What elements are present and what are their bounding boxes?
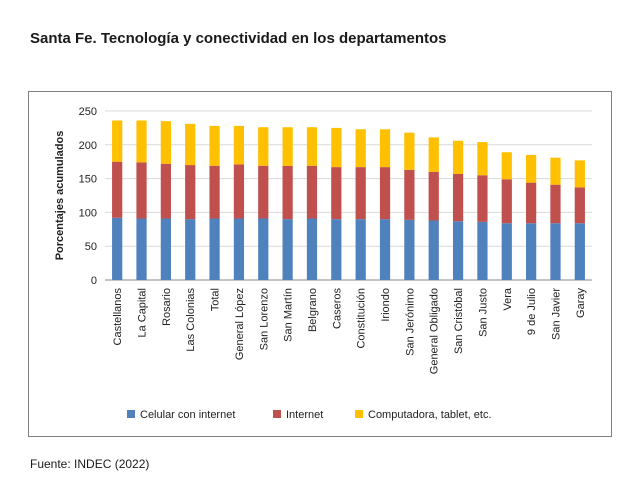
y-tick-label: 200 (79, 140, 97, 152)
bar-celular (501, 223, 512, 280)
bar-computadora (209, 125, 220, 166)
bar-computadora (404, 132, 415, 170)
y-axis-title: Porcentajes acumulados (54, 131, 66, 261)
bar-computadora (574, 160, 585, 188)
x-category-label: General López (234, 288, 246, 360)
bar-celular (185, 219, 196, 280)
bar-computadora (526, 154, 537, 183)
bar-computadora (185, 123, 196, 166)
bar-celular (526, 223, 537, 280)
page-title: Santa Fe. Tecnología y conectividad en l… (30, 30, 447, 47)
legend-label: Internet (286, 409, 323, 421)
x-category-label: La Capital (137, 288, 149, 338)
bar-celular (379, 219, 391, 280)
y-tick-label: 0 (91, 275, 97, 287)
y-tick-label: 150 (79, 174, 97, 186)
bar-celular (355, 219, 366, 280)
x-category-label: Rosario (161, 288, 173, 326)
bar-computadora (501, 152, 512, 180)
bar-internet (112, 161, 123, 218)
legend-swatch (273, 410, 281, 418)
bar-internet (550, 184, 561, 224)
bar-computadora (331, 127, 342, 168)
chart-frame: 0 50 100 150 200 250 Porcentajes acumulados Cas… (28, 91, 612, 437)
x-category-label: Castellanos (112, 288, 124, 346)
legend-swatch (127, 410, 135, 418)
bar-internet (258, 165, 269, 219)
source-note: Fuente: INDEC (2022) (30, 457, 150, 471)
y-tick-label: 250 (79, 106, 97, 118)
y-tick-label: 100 (79, 207, 97, 219)
bar-internet (574, 187, 585, 224)
x-category-label: Belgrano (307, 288, 319, 332)
bar-internet (501, 179, 512, 224)
bar-computadora (258, 127, 269, 166)
bar-internet (282, 165, 293, 220)
bar-celular (258, 218, 269, 280)
x-category-label: General Obligado (429, 288, 441, 374)
bar-celular (428, 220, 439, 280)
bar-internet (136, 162, 147, 219)
stacked-bar-chart: 0 50 100 150 200 250 Porcentajes acumulados Cas… (54, 106, 592, 421)
x-category-label: Total (210, 288, 222, 311)
x-category-label: San Justo (477, 288, 489, 337)
bar-celular (112, 217, 123, 280)
bar-celular (550, 223, 561, 280)
bar-celular (574, 223, 585, 280)
x-category-label: Caseros (331, 288, 343, 329)
bar-internet (404, 169, 415, 220)
x-category-label: San Javier (550, 288, 562, 340)
bar-internet (233, 164, 245, 219)
bar-computadora (136, 120, 147, 163)
bar-internet (477, 175, 488, 222)
bar-celular (136, 218, 147, 280)
bar-computadora (379, 129, 391, 168)
x-category-label: San Jerónimo (404, 288, 416, 356)
bar-computadora (428, 137, 439, 172)
bar-computadora (452, 140, 464, 174)
bar-internet (452, 173, 464, 222)
x-category-label: Las Colonias (185, 288, 197, 352)
x-category-label: San Lorenzo (258, 288, 270, 350)
bar-internet (160, 163, 171, 219)
bar-internet (379, 167, 391, 220)
bar-celular (331, 219, 342, 280)
x-category-label: 9 de Julio (526, 288, 538, 335)
bar-computadora (355, 129, 366, 168)
legend-label: Celular con internet (140, 409, 235, 421)
bar-celular (209, 218, 220, 280)
x-category-label: Constitución (356, 288, 368, 349)
bar-computadora (306, 127, 318, 166)
bar-celular (477, 221, 488, 280)
bar-celular (160, 218, 171, 280)
bar-internet (428, 171, 439, 221)
bar-celular (282, 219, 293, 280)
bar-internet (331, 167, 342, 220)
x-category-label: Iriondo (380, 288, 392, 322)
bar-internet (209, 165, 220, 219)
bar-celular (306, 218, 318, 280)
bar-celular (404, 219, 415, 280)
bar-celular (452, 221, 464, 280)
bar-computadora (112, 120, 123, 162)
x-category-label: Vera (502, 287, 514, 311)
bar-computadora (282, 127, 293, 166)
bar-internet (185, 165, 196, 220)
bar-internet (306, 165, 318, 219)
y-tick-label: 50 (85, 241, 97, 253)
bar-computadora (550, 157, 561, 185)
bar-computadora (160, 121, 171, 164)
x-category-label: San Martín (283, 288, 295, 342)
bar-computadora (477, 142, 488, 176)
bar-celular (233, 218, 245, 280)
legend-swatch (355, 410, 363, 418)
bar-internet (526, 182, 537, 224)
x-category-label: Garay (575, 288, 587, 318)
x-category-label: San Cristóbal (453, 288, 465, 354)
bar-computadora (233, 125, 245, 165)
legend-label: Computadora, tablet, etc. (368, 409, 492, 421)
bar-internet (355, 167, 366, 220)
